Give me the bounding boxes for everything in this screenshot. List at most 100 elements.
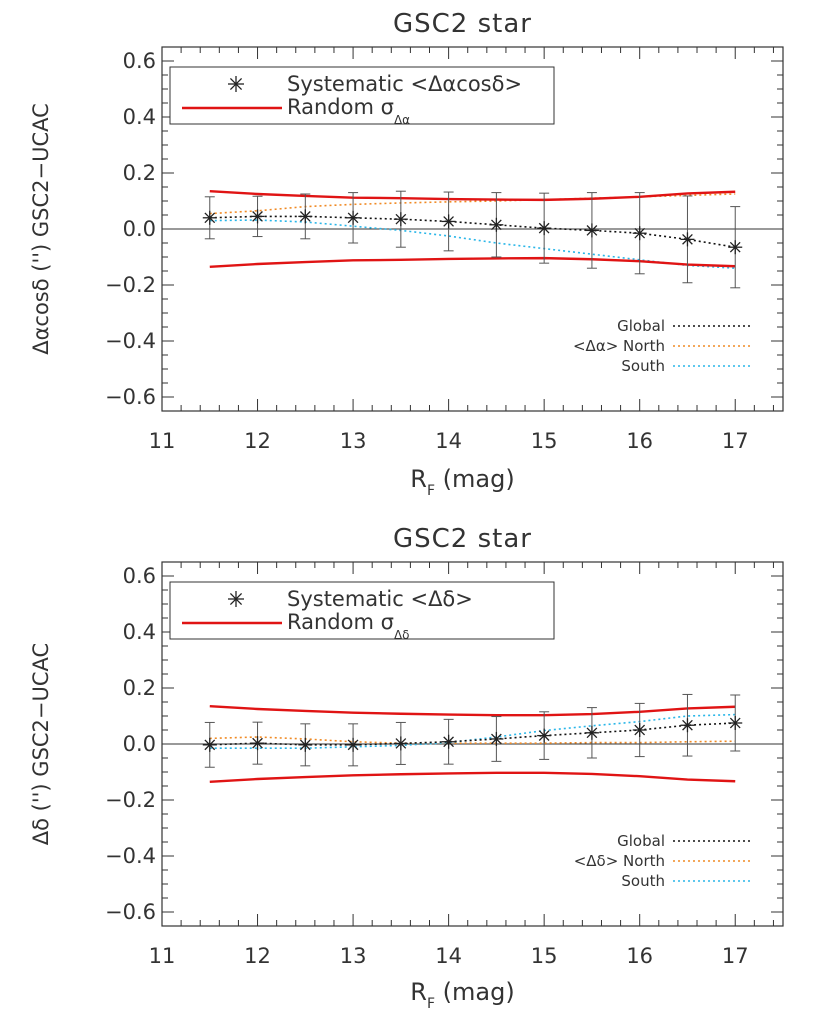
marker-stroke: [252, 737, 263, 749]
data-point-marker: [537, 221, 552, 236]
data-point-marker: [250, 209, 265, 224]
data-point-marker: [298, 209, 313, 224]
data-point-marker: [537, 728, 552, 743]
series-south-line: [209, 219, 736, 269]
marker-stroke: [682, 719, 693, 731]
legend-global-label: Global: [617, 832, 665, 850]
legend-box: [169, 581, 555, 640]
marker-stroke: [443, 736, 454, 748]
y-tick-label: 0.0: [123, 732, 156, 756]
data-point-marker: [680, 232, 695, 247]
series-north-line: [209, 736, 736, 744]
x-tick-label: 12: [244, 944, 271, 968]
legend-south-label: South: [621, 357, 665, 375]
data-point-marker: [489, 731, 504, 746]
chart-title: GSC2 star: [393, 9, 532, 39]
legend-south-label: South: [621, 872, 665, 890]
series-random-upper: [209, 190, 736, 202]
x-tick-label: 12: [244, 429, 271, 453]
data-point-marker: [632, 226, 647, 241]
series-random-lower: [209, 771, 736, 783]
y-axis: 0.6 0.4 0.2 0.0 −0.2 −0.4 −0.6: [105, 46, 783, 412]
data-point-marker: [441, 734, 456, 749]
data-point-marker: [202, 210, 217, 225]
marker-stroke: [538, 222, 550, 234]
marker-stroke: [443, 216, 454, 227]
legend-systematic-marker: [228, 76, 244, 92]
x-tick-label: 13: [340, 944, 367, 968]
y-tick-label: 0.4: [123, 620, 156, 644]
chart-title: GSC2 star: [393, 524, 532, 554]
marker-stroke: [395, 738, 407, 749]
data-point-marker: [584, 223, 599, 238]
y-tick-label: −0.2: [105, 788, 156, 812]
marker-stroke: [299, 739, 311, 751]
legend-random-label: Random σΔδ: [287, 610, 410, 642]
x-tick-label: 17: [722, 944, 749, 968]
y-tick-label: −0.4: [105, 844, 156, 868]
data-point-marker: [346, 210, 361, 225]
legend-systematic-label: Systematic <Δαcosδ>: [287, 72, 522, 96]
marker-stroke: [229, 77, 243, 91]
marker-stroke: [538, 730, 550, 741]
marker-stroke: [491, 733, 502, 745]
x-tick-label: 13: [340, 429, 367, 453]
series-north-line: [209, 193, 736, 215]
data-point-marker: [632, 723, 647, 737]
data-point-marker: [584, 725, 599, 740]
legend-systematic-marker: [228, 591, 244, 607]
marker-stroke: [299, 211, 311, 222]
chart-panel-2: GSC2 star 11 12 13 14 15 16 17 0.6 0.4 0.2 0.0 −0.2 −…: [29, 524, 784, 1012]
legend-top: Systematic <Δαcosδ>Random σΔα: [169, 66, 555, 127]
series-global-line: [209, 215, 736, 248]
legend-bottom: Global <Δδ> North South: [574, 832, 751, 890]
marker-stroke: [682, 234, 693, 245]
data-point-marker: [441, 214, 456, 229]
marker-stroke: [204, 739, 216, 751]
x-axis: 11 12 13 14 15 16 17: [149, 562, 774, 968]
legend-top: Systematic <Δδ>Random σΔδ: [169, 581, 555, 642]
y-tick-label: −0.4: [105, 329, 156, 353]
data-point-marker: [346, 737, 361, 752]
y-tick-label: 0.6: [123, 564, 156, 588]
y-tick-label: 0.2: [123, 161, 156, 185]
marker-stroke: [347, 212, 359, 224]
y-tick-label: 0.0: [123, 217, 156, 241]
marker-stroke: [347, 739, 359, 751]
data-point-marker: [202, 737, 217, 752]
x-axis-label: RF (mag): [410, 465, 514, 499]
x-tick-label: 16: [626, 944, 653, 968]
x-tick-label: 15: [531, 429, 558, 453]
y-tick-label: −0.6: [105, 385, 156, 409]
marker-stroke: [491, 219, 502, 231]
data-point-marker: [680, 718, 695, 733]
marker-stroke: [586, 225, 598, 236]
y-axis-label: Δδ ('') GSC2−UCAC: [29, 643, 53, 845]
data-point-marker: [393, 212, 408, 227]
x-tick-label: 11: [149, 944, 176, 968]
x-tick-label: 14: [435, 944, 462, 968]
data-point-marker: [250, 736, 265, 751]
legend-north-label: <Δδ> North: [574, 852, 665, 870]
y-tick-label: −0.2: [105, 273, 156, 297]
data-point-marker: [298, 737, 313, 752]
y-axis-label: Δαcosδ ('') GSC2−UCAC: [29, 103, 53, 355]
y-axis: 0.6 0.4 0.2 0.0 −0.2 −0.4 −0.6: [105, 561, 783, 927]
data-point-marker: [728, 240, 743, 255]
y-tick-label: 0.6: [123, 49, 156, 73]
x-tick-label: 11: [149, 429, 176, 453]
x-tick-label: 17: [722, 429, 749, 453]
legend-north-label: <Δα> North: [573, 337, 665, 355]
legend-global-label: Global: [617, 317, 665, 335]
marker-stroke: [729, 241, 741, 253]
x-axis: 11 12 13 14 15 16 17: [149, 47, 774, 453]
y-tick-label: −0.6: [105, 900, 156, 924]
marker-stroke: [729, 717, 741, 729]
legend-bottom: Global <Δα> North South: [573, 317, 751, 375]
legend-box: [169, 66, 555, 125]
marker-stroke: [586, 727, 598, 739]
y-tick-label: 0.2: [123, 676, 156, 700]
legend-systematic-label: Systematic <Δδ>: [287, 587, 473, 611]
marker-stroke: [252, 211, 263, 222]
